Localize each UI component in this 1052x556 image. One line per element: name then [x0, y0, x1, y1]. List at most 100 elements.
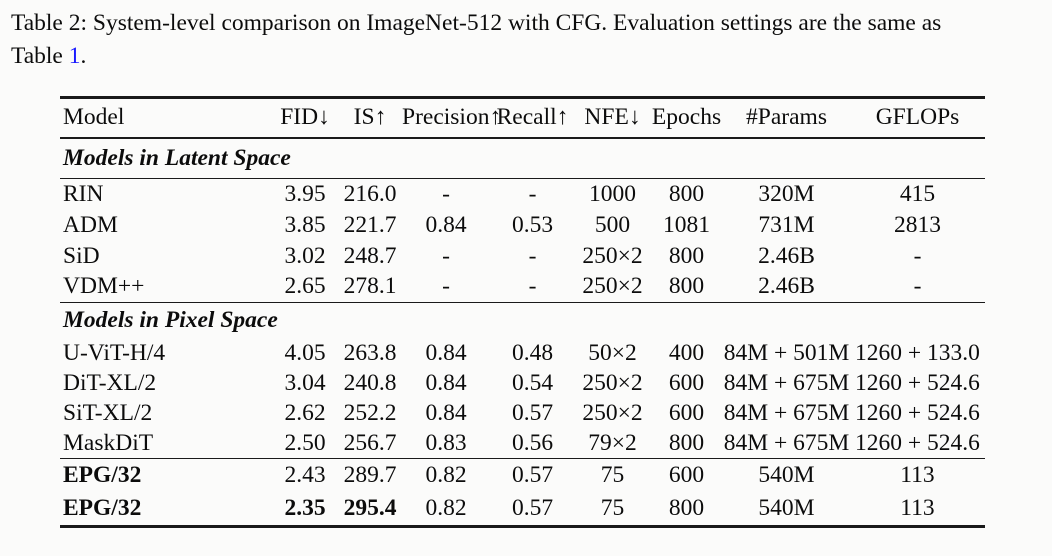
- table-cell: 800: [668, 242, 705, 269]
- table-cell: 75: [600, 462, 625, 489]
- col-header-nfe: NFE↓: [584, 104, 641, 131]
- table-cell: 79×2: [588, 429, 637, 456]
- table-cell: 800: [668, 180, 705, 207]
- col-header-params: #Params: [746, 104, 827, 131]
- table-cell: 113: [900, 462, 935, 489]
- table-cell: 1260 + 524.6: [855, 400, 980, 426]
- table-cell: 240.8: [343, 370, 397, 396]
- table-cell: 250×2: [582, 400, 643, 426]
- table-cell: 800: [668, 273, 705, 300]
- table-cell: 1000: [589, 180, 636, 207]
- table-cell: 248.7: [343, 242, 397, 269]
- col-header-epochs: Epochs: [651, 104, 722, 131]
- row-model-label: EPG/32: [63, 495, 142, 522]
- table-cell: 2.62: [284, 400, 326, 426]
- table-cell: -: [442, 180, 450, 207]
- caption-text: .: [80, 43, 87, 69]
- section-title: Models in Latent Space: [63, 144, 291, 171]
- table-cell: 221.7: [343, 211, 397, 238]
- table-cell: 75: [600, 495, 625, 522]
- table-cell: 600: [668, 370, 705, 396]
- table-cell: 252.2: [343, 400, 397, 426]
- table-cell: 0.56: [511, 429, 554, 456]
- table-cell: 540M: [758, 495, 815, 522]
- table-row-sit: SiT-XL/2 2.62 252.2 0.84 0.57 250×2 600 …: [60, 399, 985, 429]
- table-cell: 113: [900, 495, 935, 522]
- table-cell: 800: [668, 429, 705, 456]
- table-cell: 250×2: [582, 370, 643, 396]
- table-cell: 0.57: [511, 495, 554, 522]
- table-cell: -: [913, 242, 922, 269]
- table-cell: 0.82: [425, 462, 467, 489]
- table-cell: 800: [668, 495, 705, 522]
- col-header-gflops: GFLOPs: [875, 104, 960, 131]
- table-cell: 2.50: [284, 429, 326, 456]
- table-caption: Table 2: System-level comparison on Imag…: [11, 7, 1046, 73]
- table-cell: 0.48: [511, 340, 554, 366]
- caption-line-1: Table 2: System-level comparison on Imag…: [11, 7, 1046, 40]
- table-cell: 2.46B: [758, 273, 815, 300]
- col-header-precision: Precision↑: [402, 104, 502, 131]
- col-header-fid: FID↓: [280, 104, 330, 131]
- table-row-uvit: U-ViT-H/4 4.05 263.8 0.84 0.48 50×2 400 …: [60, 339, 985, 369]
- table-cell: 600: [668, 462, 705, 489]
- row-model-label: EPG/32: [63, 462, 142, 489]
- col-header-model: Model: [63, 104, 125, 131]
- table-cell: 84M + 675M: [723, 400, 850, 426]
- caption-text: Table 2: System-level comparison on Imag…: [11, 10, 942, 36]
- table-cell: 289.7: [343, 462, 397, 489]
- table-cell: 0.84: [425, 340, 467, 366]
- table-cell: -: [442, 273, 450, 300]
- table-cell: 1260 + 133.0: [855, 340, 980, 366]
- table-cell: 0.83: [425, 429, 467, 456]
- table-row-maskdit: MaskDiT 2.50 256.7 0.83 0.56 79×2 800 84…: [60, 429, 985, 459]
- comparison-table: Model FID↓ IS↑ Precision↑ Recall↑ NFE↓ E…: [60, 96, 985, 528]
- comparison-table-container: Model FID↓ IS↑ Precision↑ Recall↑ NFE↓ E…: [60, 96, 986, 528]
- table-cell: 0.54: [511, 370, 554, 396]
- table-cell: 1260 + 524.6: [855, 429, 980, 456]
- table-cell: 2.35: [284, 495, 326, 522]
- table-cell: 84M + 675M: [723, 429, 850, 456]
- table-cell: 415: [899, 180, 936, 207]
- table-cell: 0.82: [425, 495, 467, 522]
- row-model-label: VDM++: [63, 273, 145, 300]
- col-header-recall: Recall↑: [496, 104, 569, 131]
- section-header-pixel-space: Models in Pixel Space: [60, 303, 985, 339]
- section-title: Models in Pixel Space: [63, 307, 278, 334]
- table-cell: 256.7: [343, 429, 397, 456]
- table-cell: 250×2: [582, 242, 643, 269]
- section-header-latent-space: Models in Latent Space: [60, 138, 985, 179]
- table-cell: 500: [594, 211, 631, 238]
- col-header-is: IS↑: [353, 104, 387, 131]
- table-cell: 540M: [758, 462, 815, 489]
- table-cell: 400: [668, 340, 705, 366]
- table-cell: 3.02: [284, 242, 326, 269]
- table-cell: 84M + 501M: [723, 340, 850, 366]
- table-cell: 0.57: [511, 462, 554, 489]
- row-model-label: ADM: [63, 211, 118, 238]
- table-cell: 731M: [758, 211, 815, 238]
- table-cell: 1081: [663, 211, 710, 238]
- table-cell: -: [528, 242, 537, 269]
- table-cell: 84M + 675M: [723, 370, 850, 396]
- table-1-link[interactable]: 1: [68, 43, 81, 69]
- table-cell: 320M: [758, 180, 815, 207]
- row-model-label: SiT-XL/2: [63, 400, 153, 426]
- table-row-dit: DiT-XL/2 3.04 240.8 0.84 0.54 250×2 600 …: [60, 369, 985, 399]
- table-cell: 50×2: [588, 340, 637, 366]
- table-row-adm: ADM 3.85 221.7 0.84 0.53 500 1081 731M 2…: [60, 210, 985, 241]
- table-cell: 0.84: [425, 370, 467, 396]
- caption-text: Table: [11, 43, 69, 69]
- row-model-label: U-ViT-H/4: [63, 340, 166, 366]
- table-row-sid: SiD 3.02 248.7 - - 250×2 800 2.46B -: [60, 241, 985, 272]
- table-cell: 2813: [894, 211, 941, 238]
- row-model-label: SiD: [63, 242, 100, 269]
- table-cell: 600: [668, 400, 705, 426]
- table-cell: 216.0: [343, 180, 397, 207]
- table-cell: -: [913, 273, 922, 300]
- table-cell: 0.57: [511, 400, 554, 426]
- table-cell: 2.46B: [758, 242, 815, 269]
- table-row-rin: RIN 3.95 216.0 - - 1000 800 320M 415: [60, 179, 985, 210]
- table-row-vdmpp: VDM++ 2.65 278.1 - - 250×2 800 2.46B -: [60, 272, 985, 303]
